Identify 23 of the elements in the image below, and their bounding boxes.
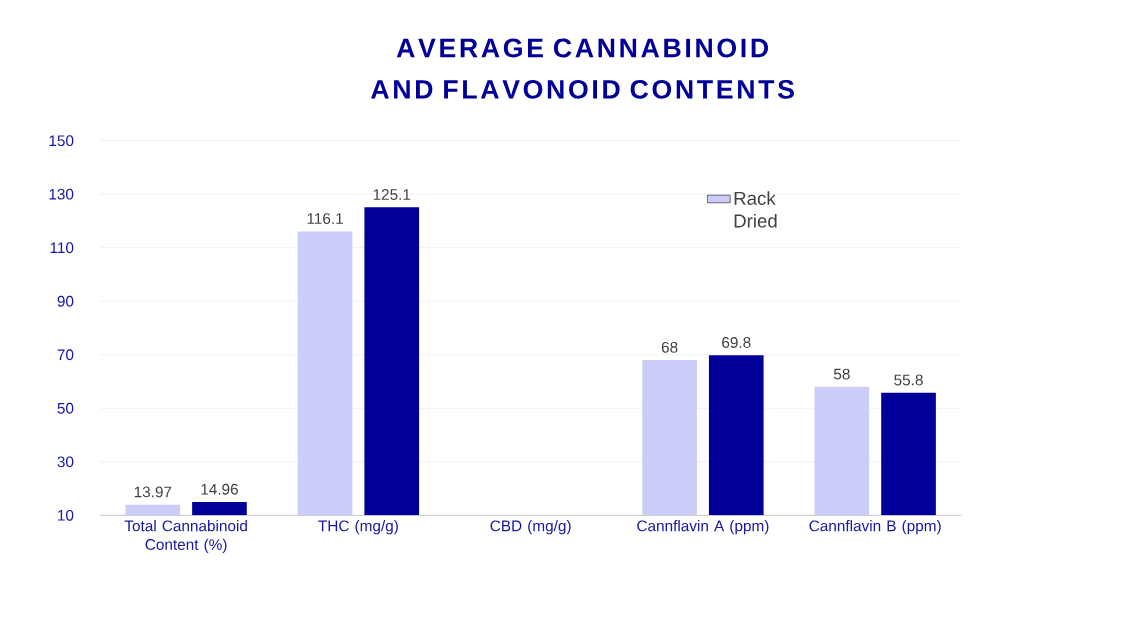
y-tick-label: 70	[57, 349, 74, 361]
y-tick-label: 10	[58, 509, 74, 521]
y-tick-label: 50	[57, 402, 74, 414]
data-label: 58	[833, 368, 850, 380]
y-tick-label: 110	[50, 242, 74, 254]
data-label: 68	[661, 341, 678, 353]
x-tick-label: Cannflavin A (ppm)	[637, 520, 769, 535]
x-tick-label: THC (mg/g)	[318, 520, 398, 535]
y-tick-label: 90	[57, 295, 74, 307]
data-label: 55.8	[894, 374, 923, 386]
data-label: 116.1	[307, 213, 343, 225]
data-label: 14.96	[201, 483, 238, 495]
y-tick-label: 150	[49, 135, 74, 147]
x-tick-label: Total Cannabinoid Content (%)	[124, 520, 247, 553]
data-label: 125.1	[373, 189, 411, 200]
data-label: 13.97	[134, 486, 172, 498]
y-tick-label: 130	[49, 188, 74, 200]
legend-label: Rack Dried	[734, 191, 777, 228]
chart-title: AVERAGE CANNABINOID AND FLAVONOID CONTENTS	[371, 38, 794, 99]
x-tick-label: CBD (mg/g)	[490, 520, 571, 535]
x-tick-label: Cannflavin B (ppm)	[809, 520, 941, 535]
y-tick-label: 30	[57, 456, 74, 468]
data-label: 69.8	[722, 337, 751, 348]
